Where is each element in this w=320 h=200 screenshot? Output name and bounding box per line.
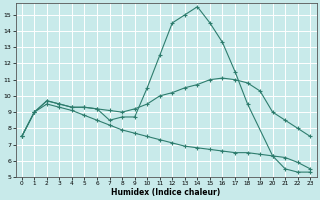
X-axis label: Humidex (Indice chaleur): Humidex (Indice chaleur) [111, 188, 221, 197]
